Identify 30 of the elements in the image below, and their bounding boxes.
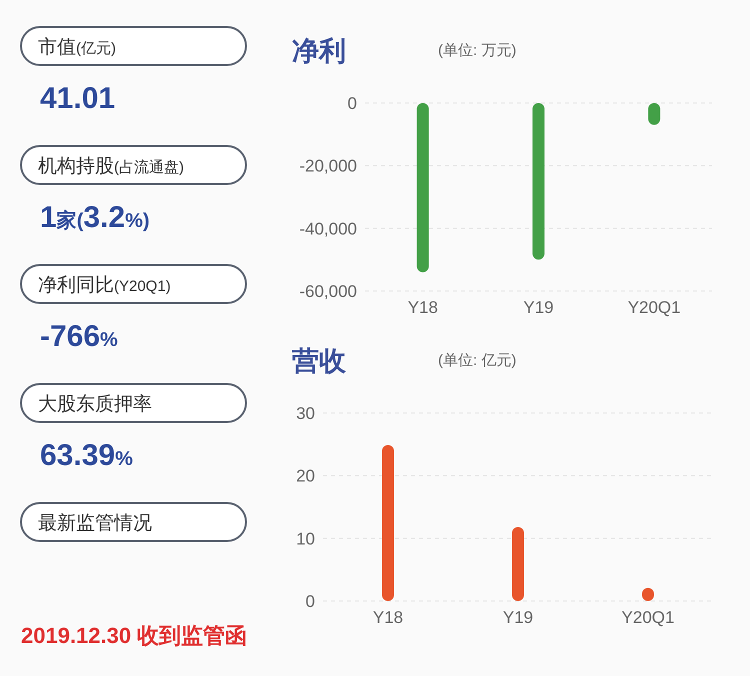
x-tick-label: Y20Q1 <box>628 298 681 317</box>
text: 63.39% <box>40 439 134 472</box>
text: 大股东质押率 <box>38 393 152 415</box>
text: 净利同比(Y20Q1) <box>38 275 171 296</box>
chart-title: 净利 <box>292 36 346 66</box>
x-tick-label: Y18 <box>408 298 438 317</box>
text: 1家(3.2%) <box>40 201 150 234</box>
bar <box>382 444 394 601</box>
x-tick-label: Y18 <box>372 608 404 627</box>
y-tick-label: 0 <box>348 94 357 113</box>
y-tick-label: 30 <box>296 404 315 423</box>
y-tick-label: -60,000 <box>299 282 357 301</box>
chart-title: 营收 <box>291 346 347 376</box>
text: 41.01 <box>40 82 116 115</box>
y-tick-label: 0 <box>306 592 315 611</box>
chart-subtitle: (单位: 万元) <box>438 42 516 59</box>
y-tick-label: -40,000 <box>299 219 357 238</box>
text: -766% <box>40 320 118 353</box>
chart-subtitle: (单位: 亿元) <box>438 352 516 369</box>
bar <box>512 527 524 601</box>
text: 市值(亿元) <box>38 36 116 58</box>
x-tick-label: Y20Q1 <box>622 608 674 627</box>
y-tick-label: -20,000 <box>299 156 357 176</box>
text: 2019.12.30 收到监管函 <box>21 623 248 648</box>
text: 机构持股(占流通盘) <box>38 156 184 177</box>
x-tick-label: Y19 <box>523 298 554 317</box>
x-tick-label: Y19 <box>502 608 534 627</box>
text: 最新监管情况 <box>38 512 152 534</box>
y-tick-label: 10 <box>296 529 315 548</box>
y-tick-label: 20 <box>296 466 315 486</box>
